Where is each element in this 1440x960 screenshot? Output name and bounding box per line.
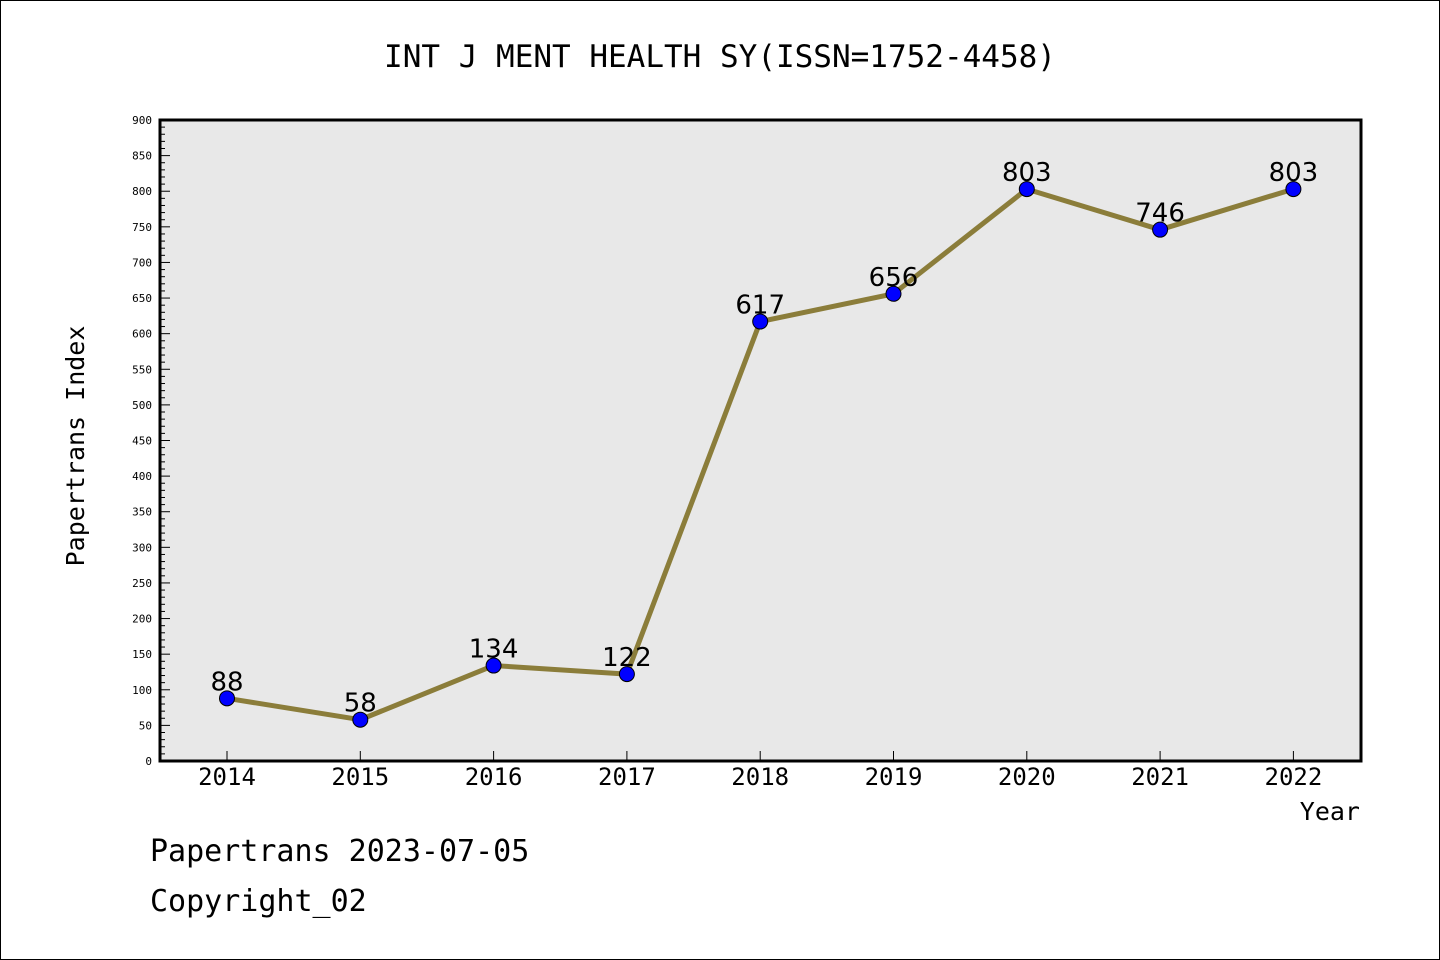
y-tick-label: 150 — [132, 648, 152, 661]
y-axis-label: Papertrans Index — [61, 326, 90, 567]
data-labels: 88 58 134 122 617 656 803 746 803 — [210, 158, 1318, 719]
data-label: 122 — [602, 643, 652, 673]
y-tick-label: 400 — [132, 470, 152, 483]
data-points — [219, 181, 1302, 728]
x-tick-label: 2020 — [998, 763, 1056, 791]
data-point — [752, 313, 769, 330]
y-tick-label: 50 — [139, 719, 152, 732]
y-tick-label: 900 — [132, 114, 152, 127]
data-point — [885, 285, 902, 302]
y-tick-label: 450 — [132, 435, 152, 448]
data-label: 803 — [1002, 158, 1052, 188]
x-axis-label: Year — [1300, 797, 1360, 826]
x-tick-label: 2022 — [1265, 763, 1323, 791]
data-point — [352, 711, 369, 728]
x-tick-label: 2019 — [865, 763, 923, 791]
data-label: 134 — [469, 635, 519, 665]
footer-date-text: Papertrans 2023-07-05 — [150, 834, 530, 869]
data-label: 656 — [869, 263, 919, 293]
chart-title: INT J MENT HEALTH SY(ISSN=1752-4458) — [384, 39, 1056, 75]
data-point — [1285, 181, 1302, 198]
y-tick-label: 550 — [132, 363, 152, 376]
x-tick-label: 2021 — [1131, 763, 1189, 791]
data-point — [618, 666, 635, 683]
footer-copyright-text: Copyright_02 — [150, 884, 367, 919]
x-tick-label: 2016 — [465, 763, 523, 791]
y-tick-label: 700 — [132, 256, 152, 269]
x-tick-label: 2015 — [331, 763, 389, 791]
data-point — [485, 657, 502, 674]
y-tick-label: 650 — [132, 292, 152, 305]
x-tick-label: 2018 — [731, 763, 789, 791]
data-point — [1018, 181, 1035, 198]
y-tick-label: 800 — [132, 185, 152, 198]
data-label: 617 — [735, 291, 785, 321]
y-tick-label: 0 — [145, 755, 152, 768]
y-tick-label: 600 — [132, 328, 152, 341]
data-label: 803 — [1269, 158, 1319, 188]
y-axis: 0 50 100 150 200 250 300 350 400 450 500 550 600 650 7… — [132, 114, 170, 768]
y-tick-label: 750 — [132, 221, 152, 234]
y-tick-label: 300 — [132, 541, 152, 554]
y-tick-label: 350 — [132, 506, 152, 519]
data-label: 88 — [210, 667, 243, 697]
y-tick-label: 250 — [132, 577, 152, 590]
y-tick-label: 500 — [132, 399, 152, 412]
x-tick-label: 2017 — [598, 763, 656, 791]
y-tick-label: 100 — [132, 684, 152, 697]
data-label: 58 — [344, 689, 377, 719]
y-tick-label: 200 — [132, 613, 152, 626]
y-tick-label: 850 — [132, 150, 152, 163]
data-label: 746 — [1135, 199, 1185, 229]
data-point — [219, 690, 235, 707]
x-axis: 2014 2015 2016 2017 2018 2019 2020 2021 2022 — [198, 751, 1322, 791]
x-tick-label: 2014 — [198, 763, 256, 791]
data-point — [1152, 221, 1169, 238]
